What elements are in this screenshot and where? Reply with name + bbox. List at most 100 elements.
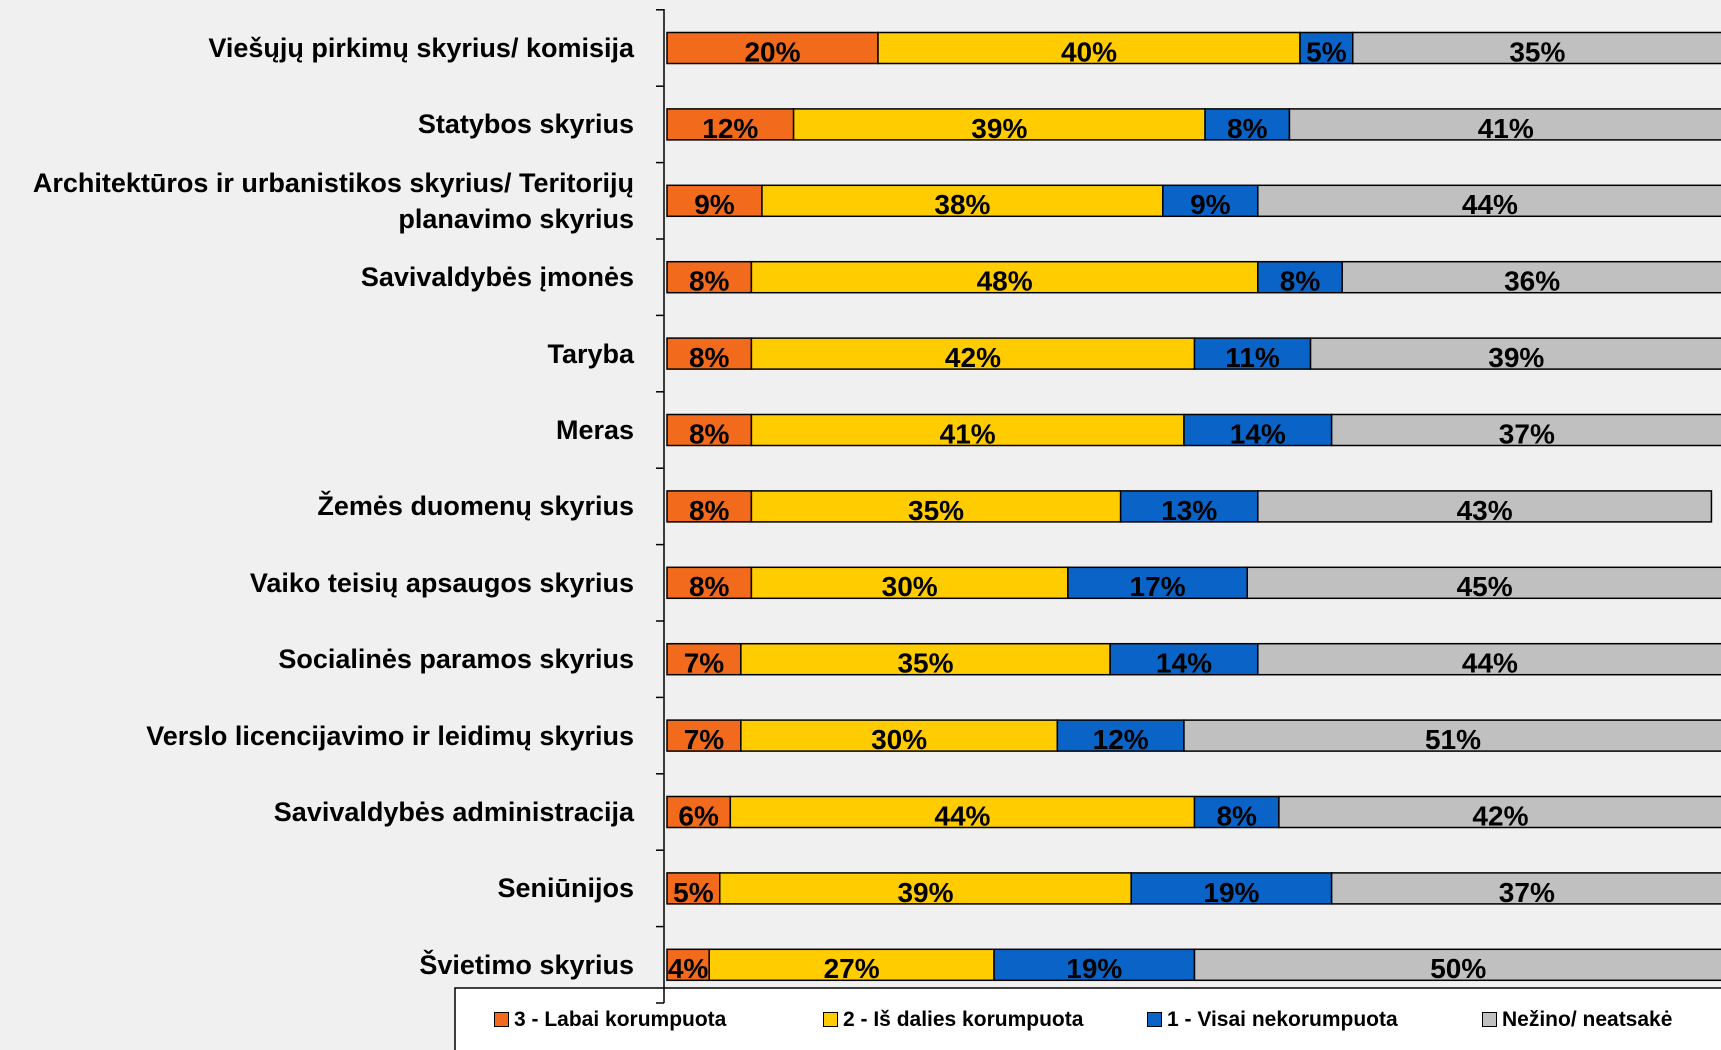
data-label: 12%: [702, 113, 758, 144]
data-label: 8%: [689, 342, 730, 373]
category-label: Savivaldybės administracija: [273, 797, 634, 827]
data-label: 42%: [1472, 800, 1528, 831]
legend-label: 1 - Visai nekorumpuota: [1167, 1008, 1398, 1031]
data-label: 9%: [694, 189, 735, 220]
data-label: 37%: [1499, 877, 1555, 908]
legend-item: 2 - Iš dalies korumpuota: [823, 1008, 1083, 1032]
data-label: 13%: [1161, 495, 1217, 526]
bar-segment: [729, 795, 1196, 829]
bar-segment: [719, 872, 1132, 905]
data-label: 30%: [871, 724, 927, 755]
bar-segment: [666, 31, 879, 65]
bar-segment: [666, 184, 763, 218]
data-label: 44%: [934, 800, 990, 831]
data-label: 43%: [1457, 495, 1513, 526]
bar-segment: [877, 31, 1301, 65]
legend-item: 3 - Labai korumpuota: [494, 1008, 726, 1032]
bar-segment: [792, 108, 1206, 141]
category-label: Socialinės paramos skyrius: [278, 644, 634, 675]
bar-segment: [750, 260, 1259, 294]
bar-segment: [666, 948, 710, 982]
bar-segment: [1056, 719, 1185, 752]
data-label: 50%: [1430, 953, 1486, 984]
bar-segment: [666, 413, 753, 447]
category-label: Statybos skyrius: [417, 109, 634, 140]
legend-swatch: [1482, 1012, 1497, 1027]
bar-segment: [1330, 413, 1721, 447]
data-label: 8%: [1216, 800, 1257, 831]
bar-segment: [750, 337, 1196, 370]
bar-segment: [1299, 31, 1354, 65]
category-label: Švietimo skyrius: [419, 949, 634, 980]
bar-segment: [1193, 337, 1312, 370]
category-label: Verslo licencijavimo ir leidimų skyrius: [146, 720, 634, 751]
data-label: 39%: [971, 113, 1027, 144]
bar-segment: [1341, 260, 1721, 294]
bar-segment: [740, 642, 1111, 676]
category-label: Seniūnijos: [497, 873, 634, 904]
data-label: 14%: [1230, 418, 1286, 449]
bar-segment: [1257, 260, 1343, 294]
bar-segment: [1246, 566, 1721, 600]
category-label: Žemės duomenų skyrius: [317, 491, 634, 522]
legend-item: Nežino/ neatsakė: [1482, 1008, 1672, 1032]
bar-segment: [740, 719, 1059, 752]
bar-segment: [1330, 872, 1721, 905]
data-label: 36%: [1504, 266, 1560, 297]
legend-label: 2 - Iš dalies korumpuota: [843, 1008, 1084, 1031]
bar-segment: [1183, 413, 1333, 447]
data-label: 7%: [684, 648, 725, 679]
data-label: 5%: [673, 877, 714, 908]
data-label: 44%: [1462, 189, 1518, 220]
bar-segment: [666, 642, 742, 676]
bar-segment: [666, 872, 721, 905]
category-label: Vaiko teisių apsaugos skyrius: [249, 567, 634, 598]
data-label: 39%: [1488, 342, 1544, 373]
category-label: Architektūros ir urbanistikos skyrius/ T…: [32, 167, 634, 234]
data-label: 8%: [689, 266, 730, 297]
bar-segment: [1257, 642, 1721, 676]
data-label: 17%: [1130, 571, 1186, 602]
data-label: 44%: [1462, 648, 1518, 679]
bar-segment: [1119, 490, 1259, 523]
data-label: 51%: [1425, 724, 1481, 755]
category-label: Meras: [555, 415, 634, 445]
data-label: 12%: [1093, 724, 1149, 755]
bar-segment: [750, 413, 1185, 447]
bar-segment: [1309, 337, 1721, 370]
legend-item: 1 - Visai nekorumpuota: [1147, 1008, 1398, 1032]
data-label: 45%: [1457, 571, 1513, 602]
bar-segment: [993, 948, 1196, 982]
bar-segment: [1183, 719, 1721, 752]
data-label: 35%: [1509, 36, 1565, 67]
bar-segment: [666, 337, 753, 370]
data-label: 42%: [945, 342, 1001, 373]
data-label: 8%: [689, 571, 730, 602]
bar-segment: [1257, 490, 1713, 523]
data-label: 5%: [1306, 36, 1347, 67]
data-label: 4%: [668, 953, 709, 984]
category-label: Taryba: [547, 338, 634, 369]
bar-segment: [1193, 948, 1721, 982]
data-label: 19%: [1066, 953, 1122, 984]
data-label: 7%: [684, 724, 725, 755]
data-label: 41%: [1478, 113, 1534, 144]
data-label: 19%: [1203, 877, 1259, 908]
category-label: Savivaldybės įmonės: [360, 262, 634, 293]
bar-segment: [666, 795, 732, 829]
bar-segment: [666, 566, 753, 600]
data-label: 20%: [744, 36, 800, 67]
bar-segment: [1067, 566, 1249, 600]
bar-segment: [750, 566, 1069, 600]
data-label: 8%: [689, 418, 730, 449]
data-label: 8%: [689, 495, 730, 526]
bar-segment: [1352, 31, 1721, 65]
data-label: 27%: [824, 953, 880, 984]
data-label: 8%: [1227, 113, 1268, 144]
data-label: 35%: [897, 648, 953, 679]
bar-segment: [666, 260, 753, 294]
data-label: 30%: [882, 571, 938, 602]
data-label: 14%: [1156, 648, 1212, 679]
legend-label: Nežino/ neatsakė: [1502, 1008, 1673, 1031]
